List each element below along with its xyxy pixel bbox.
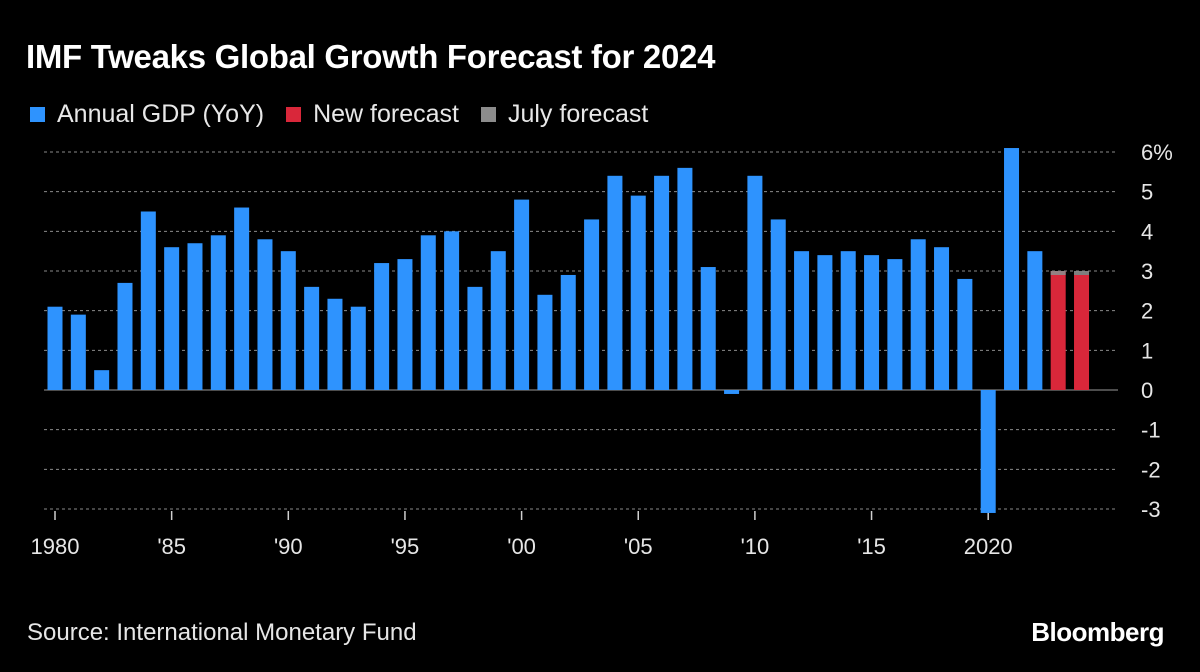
gdp-bar (397, 259, 413, 390)
new-forecast-bar (1074, 274, 1090, 390)
gdp-bar (630, 195, 646, 390)
legend: Annual GDP (YoY) New forecast July forec… (30, 100, 670, 129)
x-tick-label: 2020 (964, 534, 1013, 559)
gdp-bar (140, 211, 156, 390)
gdp-bar (747, 175, 763, 390)
gdp-bar (94, 370, 110, 390)
gdp-bar (490, 251, 506, 390)
y-tick-label: -2 (1141, 457, 1161, 482)
x-tick-label: '95 (391, 534, 420, 559)
y-tick-label: -3 (1141, 497, 1161, 522)
legend-swatch-new-forecast (286, 107, 302, 122)
gdp-bar (164, 247, 180, 390)
gdp-bar (910, 239, 926, 390)
gdp-bar (840, 251, 856, 390)
gdp-bar (420, 235, 436, 390)
gdp-bar (327, 298, 343, 390)
y-tick-label: 0 (1141, 378, 1153, 403)
y-tick-label: 5 (1141, 180, 1153, 205)
gdp-bar (304, 286, 320, 390)
gdp-bar (654, 175, 670, 390)
legend-swatch-annual-gdp (30, 107, 45, 122)
x-tick-label: '10 (741, 534, 770, 559)
gdp-bar (1027, 251, 1043, 390)
chart-title: IMF Tweaks Global Growth Forecast for 20… (26, 38, 716, 75)
gdp-bar (677, 167, 693, 390)
x-tick-label: '85 (157, 534, 186, 559)
gdp-bar (934, 247, 950, 390)
x-tick-label: '05 (624, 534, 653, 559)
july-forecast-marker (1074, 271, 1090, 275)
gdp-bar (234, 207, 250, 390)
gdp-bar (980, 390, 996, 513)
gdp-bar (817, 255, 833, 390)
y-tick-label: 3 (1141, 259, 1153, 284)
legend-label-annual-gdp: Annual GDP (YoY) (57, 100, 265, 128)
gdp-bar (700, 267, 716, 390)
gdp-bar (467, 286, 483, 390)
gdp-bar (70, 314, 86, 390)
bloomberg-logo: Bloomberg (1031, 617, 1164, 647)
gdp-bar (957, 278, 973, 390)
july-forecast-marker (1050, 271, 1066, 275)
gdp-bar (537, 294, 553, 390)
legend-swatch-july-forecast (480, 107, 496, 122)
x-tick-label: '00 (507, 534, 536, 559)
legend-item-new-forecast: New forecast (286, 100, 459, 129)
new-forecast-bar (1050, 271, 1066, 390)
gdp-bar (280, 251, 296, 390)
gdp-bar (350, 306, 366, 390)
gdp-bar (117, 282, 133, 390)
x-tick-label: '90 (274, 534, 303, 559)
legend-item-july-forecast: July forecast (480, 100, 649, 129)
y-tick-label: 4 (1141, 219, 1153, 244)
legend-item-annual-gdp: Annual GDP (YoY) (30, 100, 264, 129)
source-note: Source: International Monetary Fund (27, 619, 417, 646)
gdp-bar (374, 263, 390, 390)
y-tick-label: 6% (1141, 140, 1173, 165)
gdp-bar (864, 255, 880, 390)
y-tick-label: -1 (1141, 418, 1161, 443)
legend-label-july-forecast: July forecast (507, 100, 649, 128)
gdp-bar (770, 219, 786, 390)
gdp-bar (47, 306, 63, 390)
gdp-bar (514, 199, 530, 390)
legend-label-new-forecast: New forecast (313, 100, 459, 128)
gdp-bar (724, 390, 740, 394)
gdp-bar (187, 243, 203, 390)
x-tick-label: '15 (857, 534, 886, 559)
gdp-bar (584, 219, 600, 390)
y-tick-label: 2 (1141, 299, 1153, 324)
gdp-bar (1004, 148, 1020, 390)
gdp-bar (607, 175, 623, 390)
gdp-bar (257, 239, 273, 390)
gdp-bar (210, 235, 226, 390)
y-tick-label: 1 (1141, 338, 1153, 363)
gdp-bar (444, 231, 460, 390)
gdp-bar (887, 259, 903, 390)
x-tick-label: 1980 (31, 534, 80, 559)
gdp-bar (560, 274, 576, 390)
gdp-bar (794, 251, 810, 390)
